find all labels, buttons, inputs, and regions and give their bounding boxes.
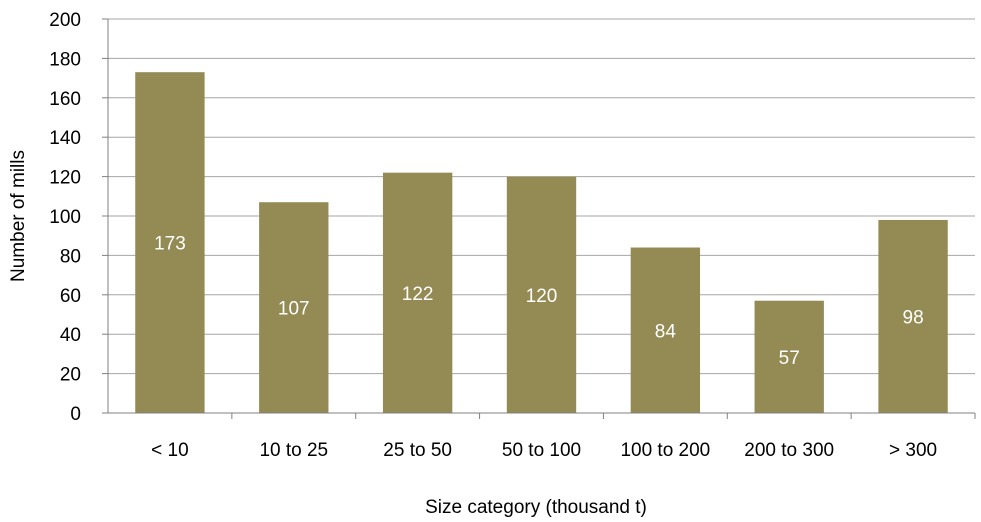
y-tick-label: 140 bbox=[49, 128, 81, 149]
bar bbox=[630, 247, 701, 413]
data-label: 98 bbox=[903, 307, 924, 328]
data-label: 84 bbox=[655, 321, 677, 342]
x-axis-title: Size category (thousand t) bbox=[425, 497, 647, 518]
x-tick-label: 200 to 300 bbox=[744, 440, 834, 461]
bar bbox=[382, 172, 453, 413]
data-label: 120 bbox=[526, 286, 558, 307]
bar bbox=[754, 300, 824, 413]
data-labels: 173 107 122 120 84 57 98 bbox=[154, 234, 924, 369]
data-label: 173 bbox=[154, 234, 186, 255]
y-tick-label: 200 bbox=[49, 10, 81, 31]
x-tick-labels: < 10 10 to 25 25 to 50 50 to 100 100 to 200 2… bbox=[151, 440, 937, 461]
y-tick-label: 80 bbox=[60, 246, 81, 267]
x-tick-label: > 300 bbox=[889, 440, 937, 461]
y-tick-label: 0 bbox=[70, 404, 81, 425]
y-tick-label: 40 bbox=[60, 325, 81, 346]
x-tick-label: < 10 bbox=[151, 440, 189, 461]
x-tick-label: 50 to 100 bbox=[502, 440, 581, 461]
bar bbox=[878, 219, 948, 413]
y-tick-label: 20 bbox=[60, 365, 81, 386]
bar bbox=[506, 176, 577, 413]
y-tick-label: 180 bbox=[49, 49, 81, 70]
y-tick-label: 120 bbox=[49, 168, 81, 189]
y-tick-label: 60 bbox=[60, 286, 81, 307]
x-tick-label: 25 to 50 bbox=[383, 440, 452, 461]
x-tick-label: 100 to 200 bbox=[620, 440, 710, 461]
axes bbox=[102, 18, 976, 419]
y-tick-labels: 0 20 40 60 80 100 120 140 160 180 200 bbox=[49, 10, 81, 425]
bars bbox=[135, 72, 948, 413]
data-label: 122 bbox=[402, 284, 434, 305]
y-tick-label: 100 bbox=[49, 207, 81, 228]
data-label: 57 bbox=[779, 348, 800, 369]
data-label: 107 bbox=[278, 299, 310, 320]
bar bbox=[135, 72, 205, 413]
y-tick-label: 160 bbox=[49, 89, 81, 110]
y-axis-title: Number of mills bbox=[8, 150, 29, 282]
bar bbox=[259, 202, 329, 413]
x-tick-label: 10 to 25 bbox=[259, 440, 328, 461]
